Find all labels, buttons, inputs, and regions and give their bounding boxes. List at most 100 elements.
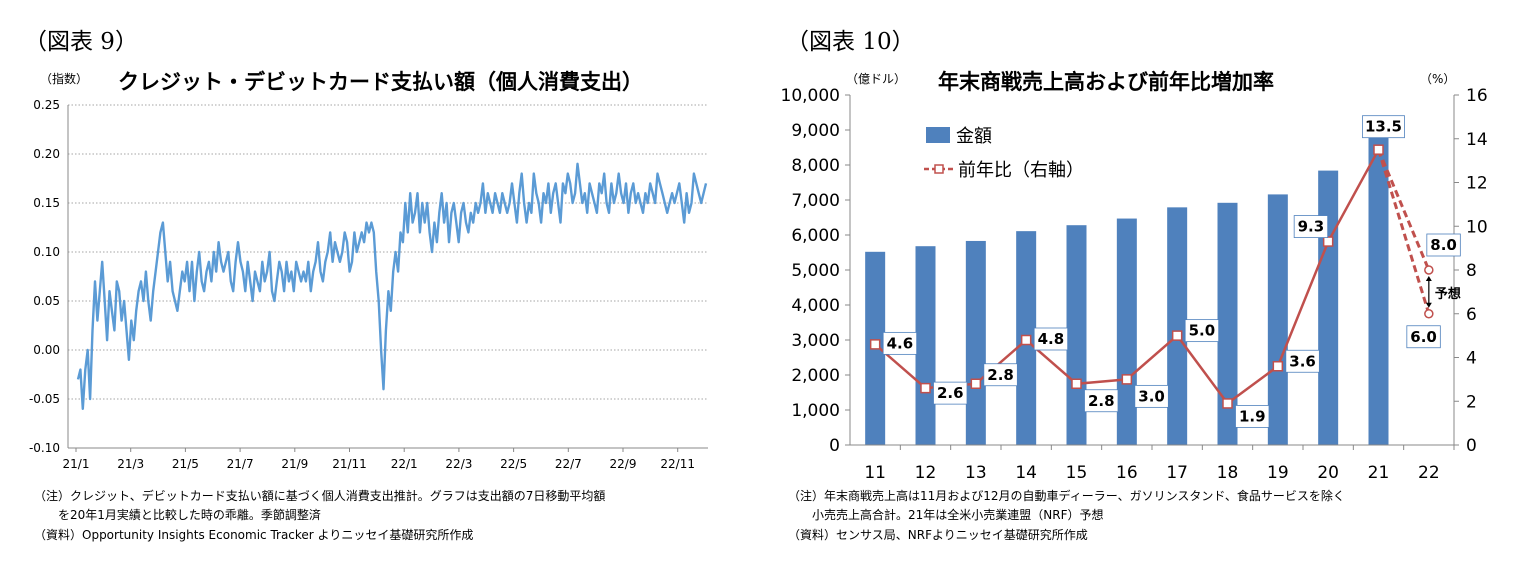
right-y-left-tick-label: 2,000	[791, 366, 840, 386]
left-x-tick-label: 21/11	[332, 457, 367, 471]
right-y-left-tick-label: 4,000	[791, 296, 840, 316]
left-series-line	[76, 162, 708, 410]
left-y-tick-label: 0.10	[33, 245, 60, 259]
right-x-tick-label: 17	[1166, 463, 1188, 483]
yoy-marker-20	[1322, 236, 1334, 247]
yoy-label-13-box	[983, 363, 1018, 387]
left-grid	[68, 104, 708, 400]
yoy-marker-18	[1222, 398, 1233, 409]
forecast-label: 予想	[1435, 286, 1461, 302]
right-x-tick-label: 21	[1368, 463, 1390, 483]
right-x-tick-label: 19	[1267, 463, 1289, 483]
yoy-label-17: 5.0	[1189, 322, 1216, 340]
forecast-high-label: 8.0	[1430, 236, 1457, 254]
right-x-tick-labels: 11 12 13 14 15 16 17 18 19 20 21 22	[864, 463, 1439, 483]
right-y-right-tick-label: 2	[1466, 392, 1477, 412]
yoy-label-21-box	[1362, 115, 1405, 139]
left-x-tick-label: 22/1	[391, 457, 418, 471]
right-y-right-tick-label: 16	[1466, 86, 1488, 106]
left-x-tick-label: 21/7	[227, 457, 254, 471]
right-y-left-tick-label: 7,000	[791, 191, 840, 211]
right-y-left-tick-label: 9,000	[791, 121, 840, 141]
yoy-label-12-box	[933, 381, 968, 405]
right-bar-line-chart: 10,000 9,000 8,000 7,000 6,000 5,000 4,000 3,00…	[781, 86, 1488, 483]
left-chart-title: クレジット・デビットカード支払い額（個人消費支出）	[118, 70, 643, 94]
left-note-2: を20年1月実績と比較した時の乖離。季節調整済	[34, 508, 321, 522]
yoy-marker-15	[1071, 378, 1082, 389]
bar-13	[965, 240, 986, 445]
yoy-marker-17	[1171, 330, 1183, 341]
left-figure-label: （図表 9）	[24, 29, 138, 55]
bar-20	[1318, 170, 1339, 445]
yoy-label-15: 2.8	[1088, 392, 1115, 410]
yoy-label-17-box	[1184, 319, 1220, 343]
right-x-tick-label: 20	[1317, 463, 1339, 483]
yoy-label-19: 3.6	[1289, 352, 1316, 370]
legend-item-bar: 金額	[926, 122, 992, 148]
left-x-tick-label: 21/3	[117, 457, 144, 471]
yoy-label-21: 13.5	[1365, 118, 1402, 136]
yoy-marker-12	[920, 382, 931, 394]
right-x-tick-label: 13	[965, 463, 987, 483]
yoy-label-18-box	[1235, 405, 1270, 428]
yoy-label-16-box	[1134, 384, 1169, 408]
right-y-right-tick-label: 12	[1466, 174, 1488, 194]
right-note-1: （注）年末商戦売上高は11月および12月の自動車ディーラー、ガソリンスタンド、食…	[788, 489, 1345, 503]
right-chart-title: 年末商戦売上高および前年比増加率	[938, 70, 1274, 94]
right-x-tick-label: 15	[1066, 463, 1088, 483]
right-y-left-tick-label: 3,000	[791, 331, 840, 351]
left-note-1: （注）クレジット、デビットカード支払い額に基づく個人消費支出推計。グラフは支出額…	[34, 489, 606, 503]
left-source: （資料）Opportunity Insights Economic Tracke…	[34, 528, 474, 542]
yoy-label-11: 4.6	[887, 334, 914, 352]
yoy-marker-13	[970, 378, 982, 389]
left-x-tick-label: 22/7	[555, 457, 582, 471]
legend-line-label: 前年比（右軸）	[958, 160, 1084, 181]
yoy-label-18: 1.9	[1239, 407, 1266, 425]
forecast-arrow-head-up	[1425, 276, 1432, 281]
right-y-left-tick-label: 10,000	[781, 86, 840, 106]
left-x-tick-label: 21/1	[63, 457, 90, 471]
right-x-tick-label: 18	[1217, 463, 1239, 483]
right-x-tick-label: 14	[1015, 463, 1037, 483]
left-y-tick-label: 0.25	[33, 98, 60, 112]
legend-item-line: 前年比（右軸）	[924, 156, 1084, 182]
yoy-label-11-box	[882, 331, 918, 355]
yoy-label-19-box	[1285, 349, 1320, 373]
yoy-label-13: 2.8	[987, 366, 1014, 384]
bar-18	[1217, 202, 1238, 445]
right-y-right-tick-label: 0	[1466, 436, 1477, 456]
legend-bar-swatch	[926, 127, 950, 143]
yoy-marker-16	[1121, 374, 1133, 385]
forecast-low-label-box	[1406, 325, 1441, 349]
left-axes	[67, 105, 708, 452]
right-note-2: 小売売上高合計。21年は全米小売業連盟（NRF）予想	[788, 508, 1104, 522]
right-y-right-unit: （%）	[1420, 72, 1456, 86]
forecast-arrow-head-down	[1425, 302, 1432, 308]
left-y-tick-labels: 0.25 0.20 0.15 0.10 0.05 0.00 -0.05 -0.10	[29, 98, 60, 455]
yoy-label-14: 4.8	[1038, 330, 1065, 348]
right-yoy-line	[869, 144, 1434, 409]
yoy-label-16: 3.0	[1138, 387, 1165, 405]
left-x-tick-label: 22/5	[500, 457, 527, 471]
right-y-right-ticks: 16 14 12 10 8 6 4 2 0	[1466, 86, 1488, 456]
bar-17	[1167, 207, 1188, 445]
left-x-tick-label: 22/3	[445, 457, 472, 471]
right-figure-panel: （図表 10） （億ドル） （%） 年末商戦売上高および前年比増加率 10,00…	[760, 0, 1516, 580]
left-y-tick-label: 0.00	[33, 343, 60, 357]
right-y-left-tick-label: 6,000	[791, 226, 840, 246]
left-x-tick-label: 22/9	[610, 457, 637, 471]
legend-line-swatch	[924, 164, 954, 174]
left-y-tick-label: -0.05	[29, 392, 60, 406]
left-y-tick-label: -0.10	[29, 441, 60, 455]
right-axes	[845, 94, 1459, 450]
yoy-marker-19	[1272, 361, 1284, 372]
left-y-tick-label: 0.05	[33, 294, 60, 308]
left-x-tick-label: 21/9	[281, 457, 308, 471]
yoy-marker-11	[869, 339, 881, 350]
right-y-right-tick-label: 6	[1466, 305, 1477, 325]
right-x-tick-label: 11	[864, 463, 886, 483]
left-line-chart: 0.250.200.150.100.050.00-0.05-0.10 21/1 2…	[29, 98, 708, 471]
right-source: （資料）センサス局、NRFよりニッセイ基礎研究所作成	[788, 528, 1088, 542]
yoy-marker-21	[1373, 144, 1384, 155]
right-y-left-tick-label: 0	[829, 436, 840, 456]
